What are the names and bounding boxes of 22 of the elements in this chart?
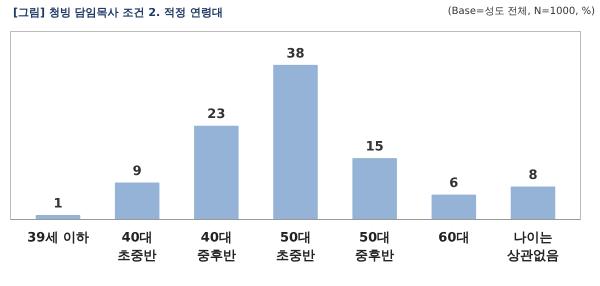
bar: [432, 194, 476, 220]
x-tick-label: 50대 초중반: [276, 230, 315, 264]
bar: [194, 125, 239, 220]
data-label: 1: [53, 196, 63, 212]
data-label: 9: [132, 164, 142, 179]
bar: [510, 186, 556, 220]
data-label: 8: [528, 168, 538, 183]
x-tick-label: 40대 중후반: [196, 230, 236, 264]
text: (Base=성도 전체, N=1000, %): [448, 5, 595, 19]
chart-title: [그림] 청빙 담임목사 조건 2. 적정 연령대: [13, 5, 223, 21]
x-tick-label: 나이는 상관없음: [507, 230, 559, 264]
data-label: 23: [207, 106, 226, 122]
data-label: 38: [286, 46, 305, 62]
data-label: 6: [449, 176, 458, 191]
x-tick-label: 50대 중후반: [355, 230, 394, 264]
bar: [352, 158, 397, 220]
data-label: 15: [366, 139, 384, 154]
bar: [114, 182, 160, 220]
x-tick-label: 39세 이하: [27, 230, 89, 246]
x-tick-label: 40대 초중반: [118, 230, 157, 264]
bar: [273, 64, 318, 220]
x-tick-label: 60대: [438, 230, 470, 246]
